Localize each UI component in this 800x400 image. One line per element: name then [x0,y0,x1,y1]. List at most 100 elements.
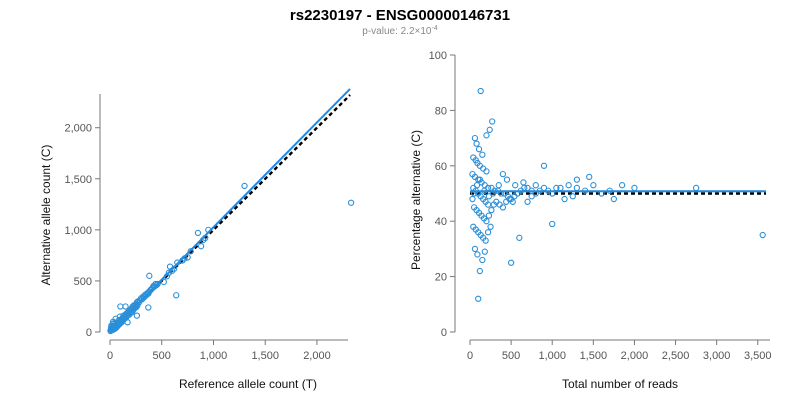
data-point [187,248,194,255]
data-point [473,140,480,147]
data-point [532,182,539,189]
data-point [549,220,556,228]
data-point [194,229,202,237]
data-point [483,168,490,175]
data-point [171,265,178,272]
data-point [476,267,484,275]
data-point [581,187,589,194]
x-tick-label: 500 [502,350,520,362]
data-point [590,182,597,189]
x-tick-label: 0 [467,350,473,362]
data-point [184,254,191,261]
data-point [499,170,507,178]
data-point [573,184,581,192]
data-point [488,206,495,214]
data-point [134,302,141,309]
data-point [524,198,531,205]
y-tick-label: 2,000 [64,123,92,135]
ticks: 0 500 1,000 1,500 2,000 0 500 1,000 1,500 2,000 [64,123,330,362]
data-point [512,182,519,189]
data-point [503,176,511,183]
data-point [487,223,494,230]
data-point [520,179,527,186]
data-point [598,190,605,197]
data-point [553,184,560,192]
chart-title: rs2230197 - ENSG00000146731 [290,7,510,24]
data-point [561,195,568,203]
x-tick-label: 2,000 [621,350,649,362]
data-point [475,295,482,302]
y-tick-label: 1,000 [64,225,92,237]
x-tick-label: 1,500 [580,350,608,362]
data-point [469,195,476,203]
y-tick-label: 500 [74,276,92,288]
data-point [489,190,497,197]
data-point [565,182,572,189]
data-point [153,281,160,289]
data-point [202,234,209,242]
data-point [483,132,490,139]
ticks: 0 500 1,000 1,500 2,000 2,500 3,000 3,500 0 20 40 6… [429,50,772,362]
data-point [124,319,131,326]
p-value-exponent: -4 [431,25,437,32]
data-point [549,190,556,197]
scatter-ref-vs-alt: Alternative allele count (C) Reference a… [39,88,355,391]
data-point [528,193,535,200]
scatter-reads-vs-percentage: Percentage alternative (C) Total number … [409,50,772,391]
data-point [498,190,505,197]
data-point [241,182,248,190]
data-point [485,193,493,200]
x-tick-label: 500 [153,350,171,362]
x-tick-label: 3,500 [744,350,772,362]
x-tick-label: 2,000 [303,350,331,362]
y-tick-label: 40 [435,216,447,228]
data-point [479,151,486,158]
x-axis-label: Total number of reads [562,377,678,391]
data-point [509,198,516,205]
data-point [152,280,159,288]
data-point [145,304,152,311]
data-point [160,278,167,286]
data-point [479,256,486,264]
data-point [536,187,544,194]
data-point [174,259,181,266]
x-axis-label: Reference allele count (T) [179,377,317,391]
data-point [473,182,481,189]
data-point [485,212,493,219]
data-point [205,226,212,234]
data-point [484,201,492,208]
x-tick-label: 3,000 [703,350,731,362]
data-point [475,146,483,153]
data-point [122,303,129,310]
y-axis-label: Percentage alternative (C) [409,130,423,270]
data-point [610,195,618,203]
data-point [481,248,488,255]
x-tick-label: 1,000 [538,350,566,362]
y-tick-label: 0 [441,327,447,339]
data-point [474,251,481,258]
data-point [154,280,161,288]
y-tick-label: 20 [435,272,447,284]
data-point [476,176,484,183]
x-tick-label: 2,500 [662,350,690,362]
y-axis-label: Alternative allele count (C) [39,145,53,286]
y-tick-label: 100 [429,50,447,62]
data-point [557,184,564,192]
data-point [606,187,613,194]
data-point [471,245,479,253]
x-tick-label: 1,000 [200,350,228,362]
data-point [117,303,124,310]
data-point [507,259,515,266]
data-point [586,173,593,181]
data-point [499,204,507,211]
data-point [524,184,531,192]
data-point [759,231,766,239]
y-tick-label: 0 [86,327,92,339]
points [107,182,355,335]
data-point [692,184,700,192]
points [469,87,766,302]
data-point [486,126,493,133]
data-point [146,272,153,279]
data-point [618,182,626,189]
